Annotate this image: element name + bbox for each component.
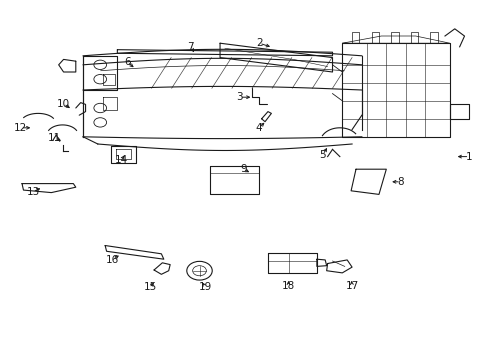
- Text: 16: 16: [105, 255, 119, 265]
- Text: 18: 18: [281, 281, 295, 291]
- Text: 2: 2: [255, 38, 262, 48]
- Text: 19: 19: [198, 282, 212, 292]
- Text: 4: 4: [255, 123, 262, 133]
- Text: 9: 9: [240, 164, 246, 174]
- Text: 13: 13: [26, 186, 40, 197]
- Text: 8: 8: [397, 177, 404, 187]
- Text: 1: 1: [465, 152, 472, 162]
- Text: 12: 12: [14, 123, 27, 133]
- Text: 7: 7: [187, 42, 194, 52]
- Text: 10: 10: [57, 99, 70, 109]
- Text: 3: 3: [236, 92, 243, 102]
- Text: 17: 17: [345, 281, 358, 291]
- Text: 5: 5: [319, 150, 325, 160]
- Text: 6: 6: [123, 57, 130, 67]
- Text: 15: 15: [143, 282, 157, 292]
- Text: 14: 14: [114, 155, 128, 165]
- Text: 11: 11: [48, 132, 61, 143]
